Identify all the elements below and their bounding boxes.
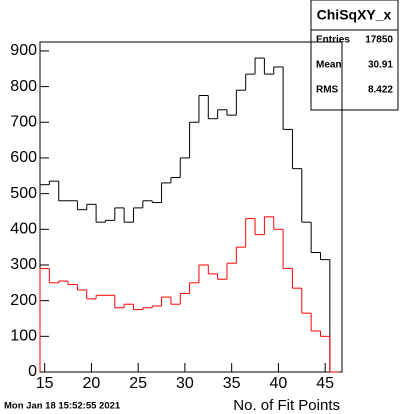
y-tick-label: 100 (10, 328, 37, 345)
stats-label: Mean (316, 60, 342, 71)
stats-title: ChiSqXY_x (317, 7, 392, 23)
stats-value: 30.91 (368, 60, 393, 71)
y-tick-label: 600 (10, 149, 37, 166)
y-tick-label: 900 (10, 42, 37, 59)
y-tick-label: 800 (10, 78, 37, 95)
x-tick-label: 45 (316, 375, 334, 392)
timestamp: Mon Jan 18 15:52:55 2021 (4, 401, 121, 412)
x-tick-label: 30 (176, 375, 194, 392)
x-axis-label: No. of Fit Points (233, 397, 340, 414)
stats-value: 17850 (365, 35, 393, 46)
y-tick-label: 200 (10, 292, 37, 309)
y-tick-label: 700 (10, 113, 37, 130)
stats-label: Entries (316, 35, 350, 46)
y-tick-label: 0 (28, 363, 37, 380)
y-tick-label: 400 (10, 221, 37, 238)
stats-box (310, 0, 399, 111)
stats-value: 8.422 (368, 85, 393, 96)
x-tick-label: 25 (129, 375, 147, 392)
y-tick-label: 300 (10, 256, 37, 273)
x-tick-label: 20 (83, 375, 101, 392)
x-tick-label: 15 (36, 375, 54, 392)
x-tick-label: 40 (270, 375, 288, 392)
x-tick-label: 35 (223, 375, 241, 392)
y-tick-label: 500 (10, 185, 37, 202)
stats-label: RMS (316, 85, 339, 96)
